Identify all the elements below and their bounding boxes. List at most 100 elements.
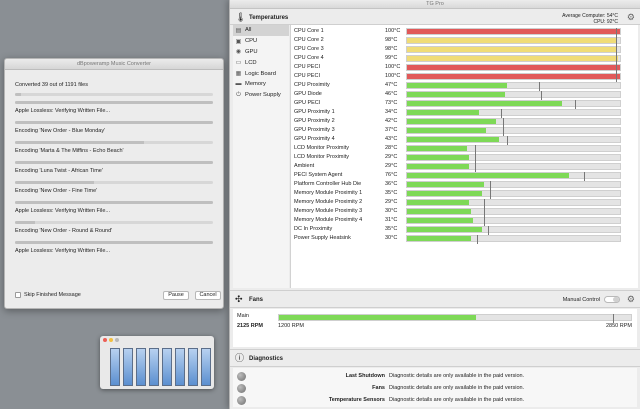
diagnostics-title: Diagnostics [249,356,284,362]
music-converter-titlebar[interactable]: dBpoweramp Music Converter [5,59,223,70]
sidebar-item-label: LCD [245,59,257,66]
conversion-job: Apple Lossless: Verifying Written File..… [15,101,213,116]
window-controls [103,338,119,342]
sidebar-item[interactable]: ▣ CPU [233,36,289,47]
sensor-temperature-fill [407,182,484,187]
sensor-row: CPU PECI 100°C [291,63,638,73]
sensor-temperature-bar [406,154,621,163]
job-progress-bar [15,241,213,244]
temperatures-header: 🌡 Temperatures Average Computer: 54°C CP… [230,10,640,25]
display-icon: ▭ [235,60,242,67]
cancel-button[interactable]: Cancel [195,291,221,300]
sidebar-item[interactable]: ▬ Memory [233,79,289,90]
sidebar-item[interactable]: ⏻ Power Supply [233,90,289,101]
sidebar-item[interactable]: ▤ All [233,25,289,36]
sensor-value: 46°C [385,91,398,97]
sensor-temperature-fill [407,38,616,43]
job-progress-bar [15,201,213,204]
job-status-text: Apple Lossless: Verifying Written File..… [15,108,110,114]
average-temperatures: Average Computer: 54°C CPU: 92°C [562,13,618,25]
sidebar-item[interactable]: ◉ GPU [233,47,289,58]
sensor-row: Memory Module Proximity 2 29°C [291,198,638,208]
minimize-dot-icon[interactable] [109,338,113,342]
progress-fill [15,101,213,104]
fans-header: ✣ Fans Manual Control ⚙ [230,290,640,308]
sensor-temperature-fill [407,146,467,151]
progress-fill [15,93,21,96]
checkbox-box[interactable] [15,292,21,298]
sensor-temperature-bar [406,37,621,46]
close-dot-icon[interactable] [103,338,107,342]
sensor-category-sidebar: ▤ All ▣ CPU ◉ GPU ▭ LCD ▦ Logic Board ▬ Memory ⏻ Powe… [233,25,289,288]
sensor-temperature-bar [406,163,621,172]
tg-pro-titlebar[interactable]: TG Pro [230,0,640,9]
sensor-row: Memory Module Proximity 3 30°C [291,207,638,217]
sidebar-item[interactable]: ▭ LCD [233,57,289,68]
sensor-value: 34°C [385,109,398,115]
sensor-temperature-fill [407,83,508,88]
meter-bar [136,348,146,386]
sensor-temperature-bar [406,136,621,145]
sensor-value: 37°C [385,127,398,133]
sensor-name: GPU Proximity 1 [294,109,335,115]
sensor-row: GPU Proximity 1 34°C [291,108,638,118]
sensor-value: 29°C [385,154,398,160]
sensor-temperature-bar [406,217,621,226]
meter-bar [201,348,211,386]
job-status-text: Encoding 'New Order - Blue Monday' [15,128,106,134]
sensor-row: Platform Controller Hub Die 36°C [291,180,638,190]
progress-fill [15,241,213,244]
job-progress-bar [15,221,213,224]
meter-bar [123,348,133,386]
sensor-temperature-bar [406,91,621,100]
sensor-temperature-fill [407,29,620,34]
diagnostics-panel: Last Shutdown Diagnostic details are only… [233,368,637,407]
pause-button[interactable]: Pause [163,291,189,300]
conversion-job: Encoding 'New Order - Blue Monday' [15,121,213,136]
meter-bar [175,348,185,386]
sensor-temperature-bar [406,73,621,82]
manual-control-toggle[interactable] [604,296,620,303]
job-status-text: Encoding 'New Order - Round & Round' [15,228,113,234]
sensor-name: DC In Proximity [294,226,333,232]
diagnostics-header: ⓘ Diagnostics [230,349,640,367]
sensor-value: 98°C [385,37,398,43]
sensor-temperature-fill [407,119,497,124]
skip-finished-checkbox[interactable]: Skip Finished Message [15,292,81,298]
sensor-max-marker [475,145,477,154]
sensor-row: LCD Monitor Proximity 29°C [291,153,638,163]
gear-icon[interactable]: ⚙ [626,12,635,22]
warning-icon: ⓘ [235,353,245,363]
conversion-job: Encoding 'Marta & The Miffins - Echo Bea… [15,141,213,156]
sensor-name: Platform Controller Hub Die [294,181,362,187]
job-progress-bar [15,101,213,104]
sensor-value: 35°C [385,226,398,232]
zoom-dot-icon[interactable] [115,338,119,342]
fans-title: Fans [249,297,264,303]
toggle-knob[interactable] [613,297,619,302]
sensor-max-marker [615,37,617,46]
job-status-text: Apple Lossless: Verifying Written File..… [15,248,110,254]
sensor-temperature-bar [406,208,621,217]
progress-fill [15,181,95,184]
sensor-temperature-fill [407,92,505,97]
fan-settings-gear-icon[interactable]: ⚙ [626,294,635,304]
job-progress-bar [15,181,213,184]
sensor-name: GPU Diode [294,91,322,97]
sensor-name: GPU Proximity 3 [294,127,335,133]
sensor-name: CPU PECI [294,64,320,70]
sensor-temperature-bar [406,190,621,199]
sensor-temperature-bar [406,64,621,73]
sensor-temperature-fill [407,128,486,133]
window-title: dBpoweramp Music Converter [77,61,151,67]
sensor-value: 47°C [385,82,398,88]
sensor-temperature-fill [407,209,471,214]
sensor-temperature-bar [406,127,621,136]
sensor-name: CPU Core 2 [294,37,324,43]
diagnostic-message: Diagnostic details are only available in… [389,373,525,379]
sensor-name: CPU Proximity [294,82,330,88]
status-dot-icon [237,396,246,405]
minimized-window-thumbnail[interactable] [100,336,214,389]
sensor-temperature-fill [407,164,469,169]
sidebar-item[interactable]: ▦ Logic Board [233,68,289,79]
